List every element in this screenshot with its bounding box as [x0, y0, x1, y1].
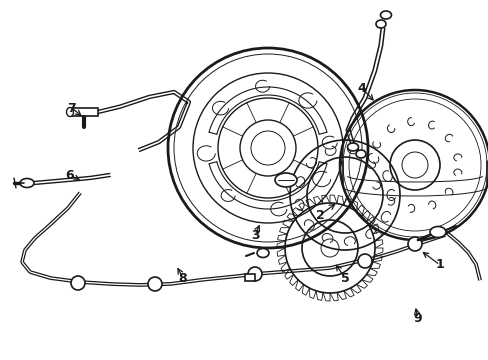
- Text: 3: 3: [250, 229, 259, 242]
- Text: 9: 9: [413, 311, 422, 324]
- Text: 8: 8: [178, 271, 187, 284]
- Text: 2: 2: [315, 208, 324, 221]
- FancyBboxPatch shape: [244, 274, 254, 281]
- Text: 1: 1: [435, 258, 444, 271]
- Ellipse shape: [347, 143, 358, 151]
- Circle shape: [148, 277, 162, 291]
- Text: 6: 6: [65, 168, 74, 181]
- Circle shape: [357, 254, 371, 268]
- Ellipse shape: [429, 226, 445, 238]
- Ellipse shape: [380, 11, 391, 19]
- Ellipse shape: [66, 108, 73, 117]
- Ellipse shape: [355, 150, 365, 158]
- Ellipse shape: [274, 173, 296, 187]
- Text: 5: 5: [340, 271, 348, 284]
- Ellipse shape: [375, 20, 385, 28]
- Text: 4: 4: [357, 81, 366, 95]
- Circle shape: [71, 276, 85, 290]
- Text: 7: 7: [67, 102, 76, 114]
- FancyBboxPatch shape: [70, 108, 98, 116]
- Circle shape: [407, 237, 421, 251]
- Ellipse shape: [20, 179, 34, 188]
- Circle shape: [247, 267, 262, 281]
- Ellipse shape: [257, 248, 268, 257]
